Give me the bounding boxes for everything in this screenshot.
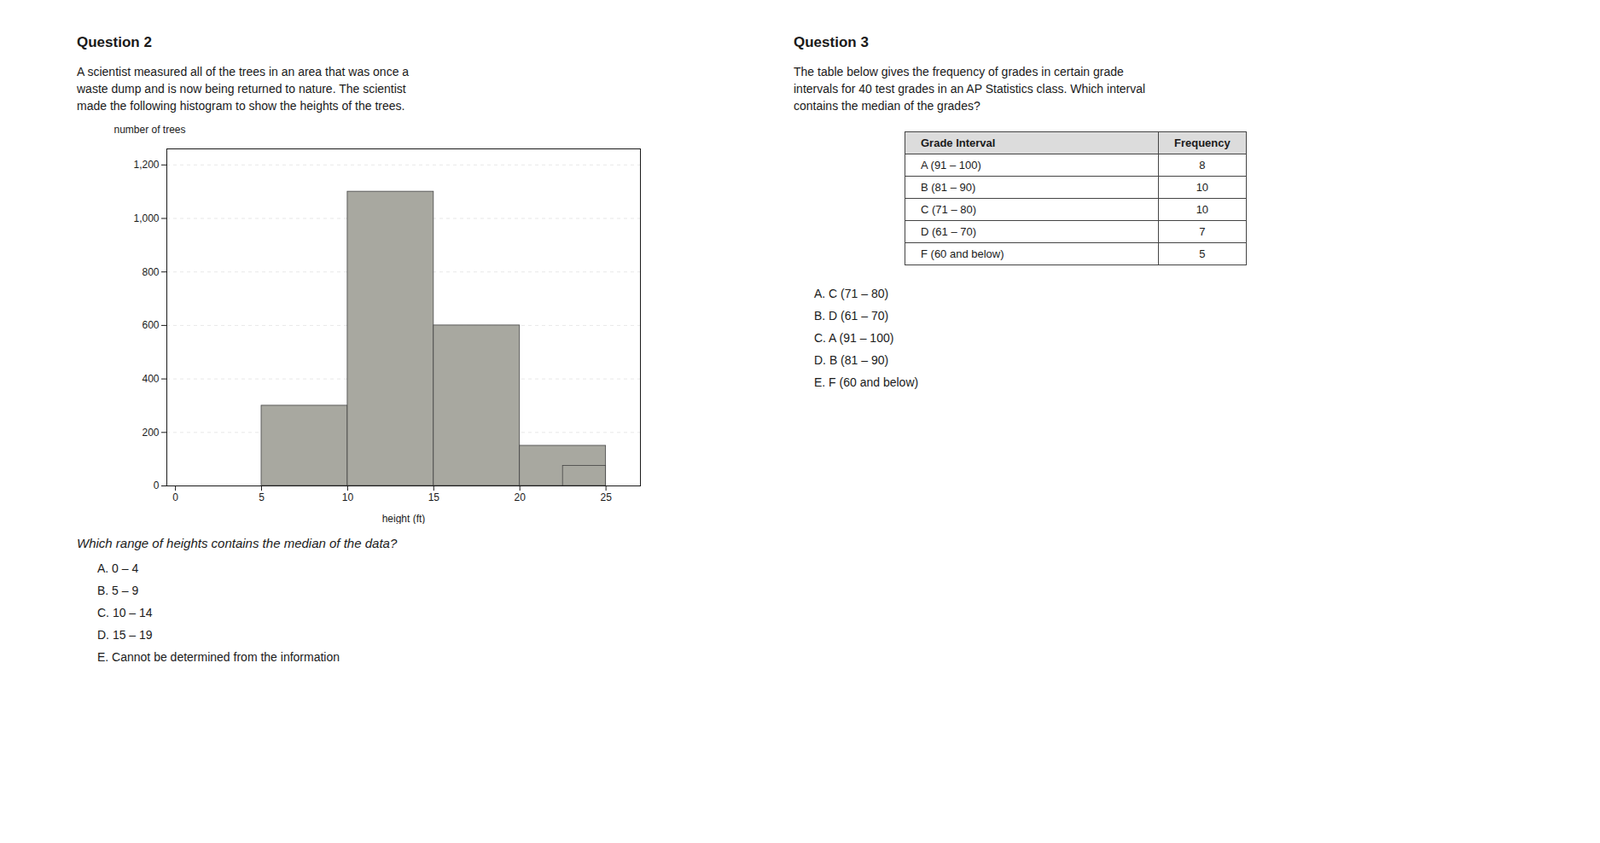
html-text:10: 10 [1196,180,1209,194]
html-text:The table below gives the freq: The table below gives the frequency of g… [793,64,1124,79]
html-text:Which range of heights contain: Which range of heights contains the medi… [76,535,398,551]
svg-text:25: 25 [599,491,612,504]
svg-text:height (ft): height (ft) [382,512,426,525]
html-text:D. 15 – 19: D. 15 – 19 [97,628,153,642]
html-text:D (61 – 70): D (61 – 70) [920,225,977,239]
html-text:C. 10 – 14: C. 10 – 14 [97,605,153,620]
svg-text:0: 0 [172,491,179,504]
html-text:Grade Interval: Grade Interval [920,136,996,150]
html-text:B. 5 – 9: B. 5 – 9 [97,583,139,598]
svg-text:15: 15 [428,491,441,504]
html-text:B (81 – 90): B (81 – 90) [920,180,976,194]
html-text:C (71 – 80): C (71 – 80) [920,203,977,216]
html-text:10: 10 [1196,203,1209,216]
html-text:Question 2: Question 2 [76,34,152,51]
html-text:made the following histogram t: made the following histogram to show the… [76,98,405,113]
html-text:waste dump and is now being re: waste dump and is now being returned to … [76,81,407,96]
svg-text:0: 0 [153,479,160,492]
svg-text:600: 600 [141,319,159,332]
svg-text:1,000: 1,000 [133,212,159,225]
html-text:7: 7 [1199,225,1206,239]
html-text:5: 5 [1199,247,1206,261]
html-text:F (60 and below): F (60 and below) [920,247,1005,261]
html-text:contains the median of the gra: contains the median of the grades? [793,98,981,113]
svg-text:400: 400 [141,372,159,385]
html-text:A (91 – 100): A (91 – 100) [920,158,982,172]
svg-text:800: 800 [141,266,159,279]
html-text:A scientist measured all of th: A scientist measured all of the trees in… [76,64,409,79]
html-text:A. C (71 – 80): A. C (71 – 80) [814,286,889,301]
svg-text:number of trees: number of trees [114,123,187,136]
html-text:D. B (81 – 90): D. B (81 – 90) [814,353,889,367]
svg-text:5: 5 [258,491,265,504]
svg-text:200: 200 [141,426,159,439]
html-text:E. Cannot be determined from t: E. Cannot be determined from the informa… [97,650,340,664]
svg-text:10: 10 [342,491,355,504]
html-text:8: 8 [1199,158,1206,172]
html-text:Frequency: Frequency [1174,136,1231,150]
html-text:E. F (60 and below): E. F (60 and below) [814,375,919,390]
html-text:intervals for 40 test grades i: intervals for 40 test grades in an AP St… [793,81,1146,96]
html-text:Question 3: Question 3 [793,34,869,51]
html-text:A. 0 – 4: A. 0 – 4 [97,561,139,576]
html-text:C. A (91 – 100): C. A (91 – 100) [814,331,894,345]
svg-text:20: 20 [514,491,527,504]
html-text:B. D (61 – 70): B. D (61 – 70) [814,308,889,323]
svg-text:1,200: 1,200 [133,158,159,171]
